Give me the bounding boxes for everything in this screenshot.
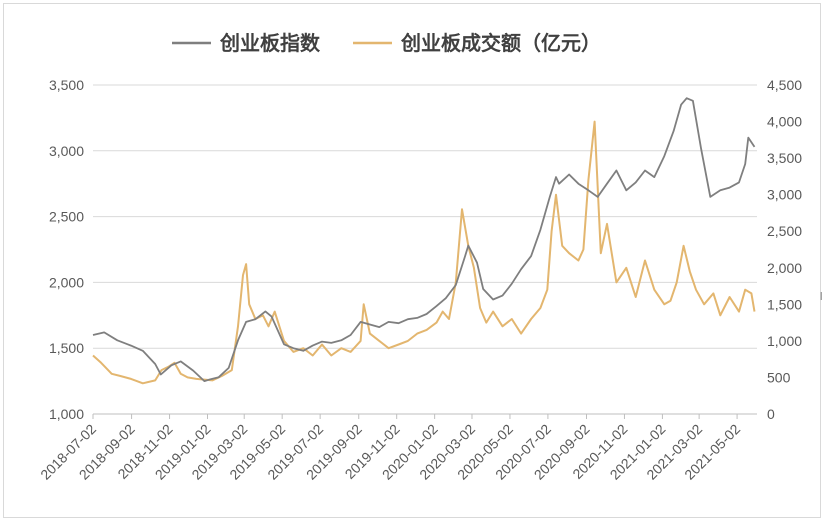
legend: 创业板指数 创业板成交额（亿元）	[172, 31, 601, 55]
right-tick-label: 3,500	[767, 150, 802, 166]
right-tick-label: 500	[767, 369, 791, 385]
left-tick-label: 1,000	[49, 406, 84, 422]
right-axis-ticks: 0 500 1,000 1,500 2,000 2,500 3,000 3,500 4,000 4…	[767, 77, 802, 422]
series-layer	[92, 97, 756, 385]
right-tick-label: 0	[767, 406, 775, 422]
x-axis-ticks: 2018-07-022018-09-022018-11-022019-01-02…	[37, 414, 743, 483]
right-tick-label: 2,000	[767, 260, 802, 276]
gridlines	[93, 84, 757, 349]
right-tick-label: 4,000	[767, 114, 802, 130]
left-tick-label: 3,500	[49, 77, 84, 93]
right-tick-label: 1,500	[767, 296, 802, 312]
chart-frame	[3, 3, 821, 518]
legend-label-index: 创业板指数	[219, 31, 321, 55]
left-axis-ticks: 1,000 1,500 2,000 2,500 3,000 3,500	[49, 77, 84, 422]
left-tick-label: 2,000	[49, 274, 84, 290]
legend-label-turnover: 创业板成交额（亿元）	[400, 31, 601, 55]
stray-mark: l	[820, 291, 822, 303]
left-tick-label: 2,500	[49, 209, 84, 225]
right-tick-label: 2,500	[767, 223, 802, 239]
series-line-index	[92, 97, 756, 383]
right-tick-label: 4,500	[767, 77, 802, 93]
right-tick-label: 1,000	[767, 333, 802, 349]
series-line-turnover	[92, 120, 756, 385]
left-tick-label: 1,500	[49, 340, 84, 356]
right-tick-label: 3,000	[767, 187, 802, 203]
left-tick-label: 3,000	[49, 143, 84, 159]
